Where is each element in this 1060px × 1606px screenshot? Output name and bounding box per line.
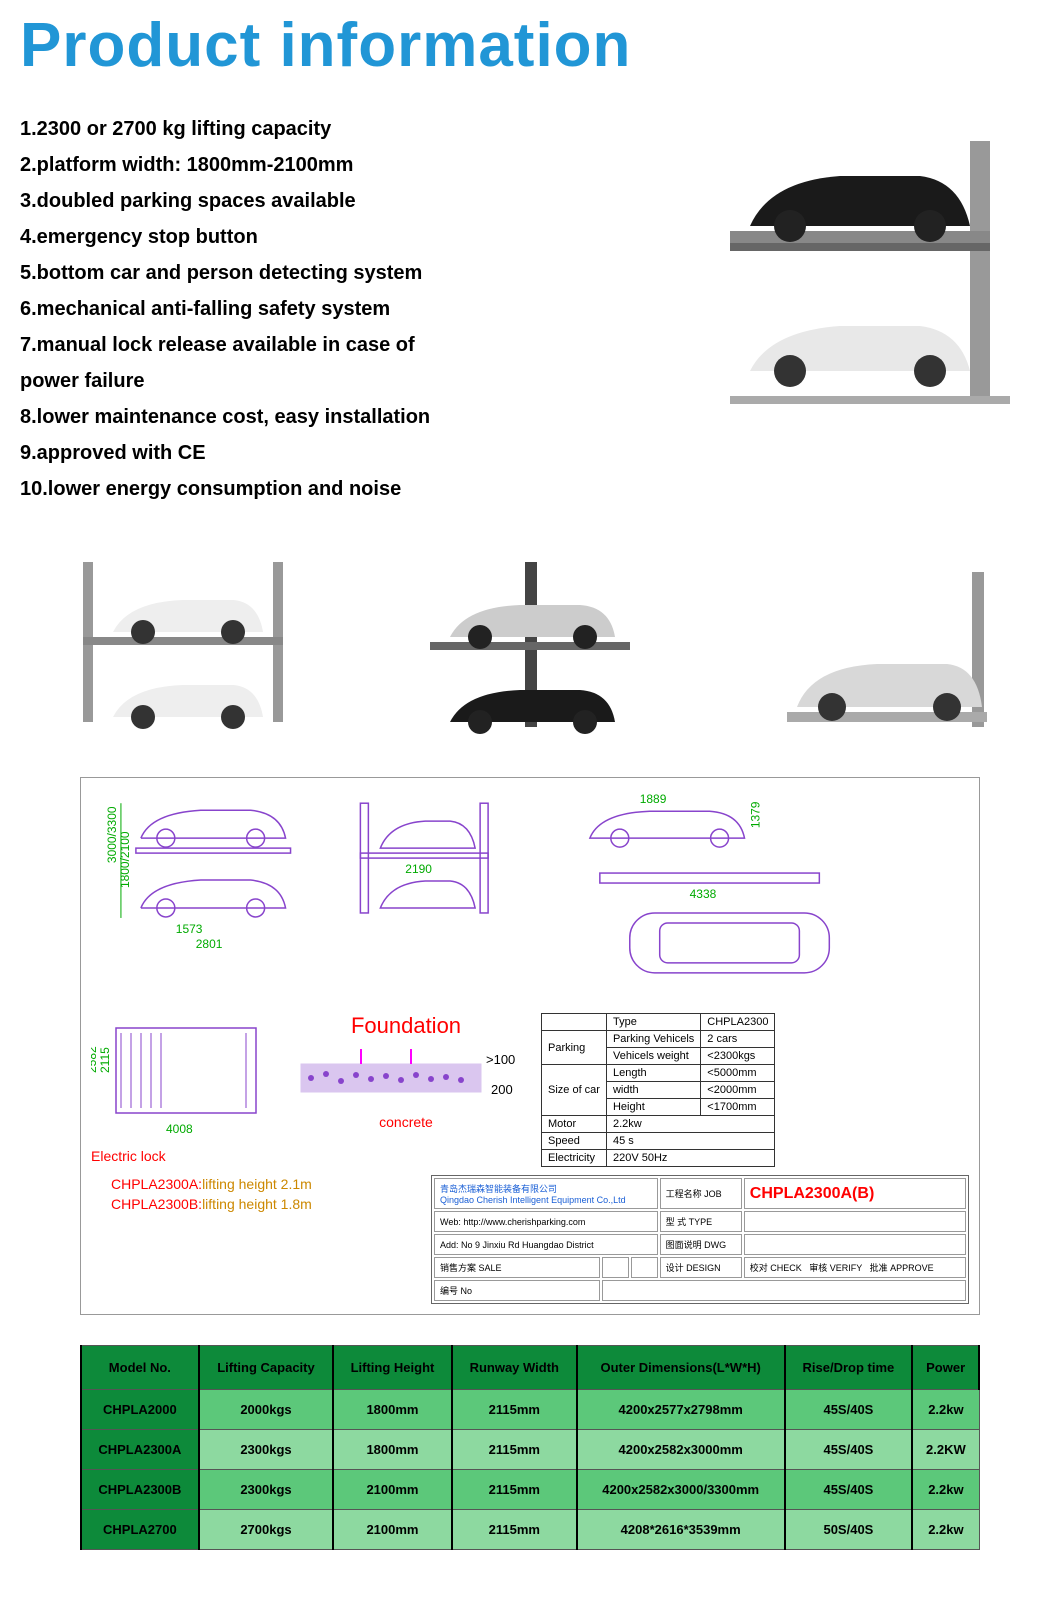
spec-table: Model No. Lifting Capacity Lifting Heigh…: [80, 1345, 980, 1550]
dim-foundation-top: >100: [486, 1052, 515, 1067]
model-note-b: CHPLA2300B:lifting height 1.8m: [111, 1195, 431, 1215]
model-note-a: CHPLA2300A:lifting height 2.1m: [111, 1175, 431, 1195]
spec-th: Rise/Drop time: [785, 1346, 913, 1390]
hero-product-image: [680, 111, 1040, 431]
foundation-label: Foundation: [281, 1013, 531, 1039]
gallery-item: [713, 547, 1040, 747]
feature-item: 3.doubled parking spaces available: [20, 183, 680, 219]
feature-item: 2.platform width: 1800mm-2100mm: [20, 147, 680, 183]
dim-top-height: 1379: [748, 801, 762, 828]
technical-diagram: 3000/3300 1800/2100 1573 2801 2190 1889 …: [80, 777, 980, 1315]
dim-top-length: 4338: [690, 887, 717, 901]
spec-th: Model No.: [81, 1346, 199, 1390]
feature-item: 5.bottom car and person detecting system: [20, 255, 680, 291]
dim-wheelbase: 1573: [176, 922, 203, 936]
spec-th: Runway Width: [452, 1346, 577, 1390]
dim-foundation-depth: 200: [491, 1082, 513, 1097]
feature-item: power failure: [20, 363, 680, 399]
feature-item: 8.lower maintenance cost, easy installat…: [20, 399, 680, 435]
feature-item: 4.emergency stop button: [20, 219, 680, 255]
dim-front-width: 2190: [405, 862, 432, 876]
dim-length: 2801: [196, 937, 223, 951]
spec-th: Lifting Height: [333, 1346, 452, 1390]
feature-item: 10.lower energy consumption and noise: [20, 471, 680, 507]
feature-item: 9.approved with CE: [20, 435, 680, 471]
spec-th: Outer Dimensions(L*W*H): [577, 1346, 785, 1390]
dim-plan-length: 4008: [166, 1122, 193, 1136]
concrete-label: concrete: [281, 1114, 531, 1130]
dim-plan-inner: 2115: [98, 1047, 112, 1073]
gallery-item: [367, 547, 694, 747]
feature-item: 1.2300 or 2700 kg lifting capacity: [20, 111, 680, 147]
page-title: Product information: [0, 0, 1060, 101]
title-block: 青岛杰瑞森智能装备有限公司Qingdao Cherish Intelligent…: [431, 1175, 969, 1304]
feature-item: 7.manual lock release available in case …: [20, 327, 680, 363]
dim-lower-height: 1800/2100: [118, 831, 132, 888]
gallery-item: [20, 547, 347, 747]
spec-row: CHPLA2300A2300kgs1800mm2115mm4200x2582x3…: [81, 1430, 979, 1470]
spec-th: Power: [912, 1346, 979, 1390]
mini-spec-table: TypeCHPLA2300 ParkingParking Vehicels2 c…: [541, 1013, 775, 1167]
electric-lock-label: Electric lock: [91, 1148, 271, 1164]
spec-th: Lifting Capacity: [199, 1346, 334, 1390]
dim-top-width: 1889: [640, 792, 667, 806]
top-section: 1.2300 or 2700 kg lifting capacity 2.pla…: [0, 101, 1060, 537]
spec-row: CHPLA2300B2300kgs2100mm2115mm4200x2582x3…: [81, 1470, 979, 1510]
feature-item: 6.mechanical anti-falling safety system: [20, 291, 680, 327]
dim-side-height: 3000/3300: [105, 806, 119, 863]
features-list: 1.2300 or 2700 kg lifting capacity 2.pla…: [20, 111, 680, 507]
spec-row: CHPLA20002000kgs1800mm2115mm4200x2577x27…: [81, 1390, 979, 1430]
spec-row: CHPLA27002700kgs2100mm2115mm4208*2616*35…: [81, 1510, 979, 1550]
gallery: [0, 537, 1060, 777]
